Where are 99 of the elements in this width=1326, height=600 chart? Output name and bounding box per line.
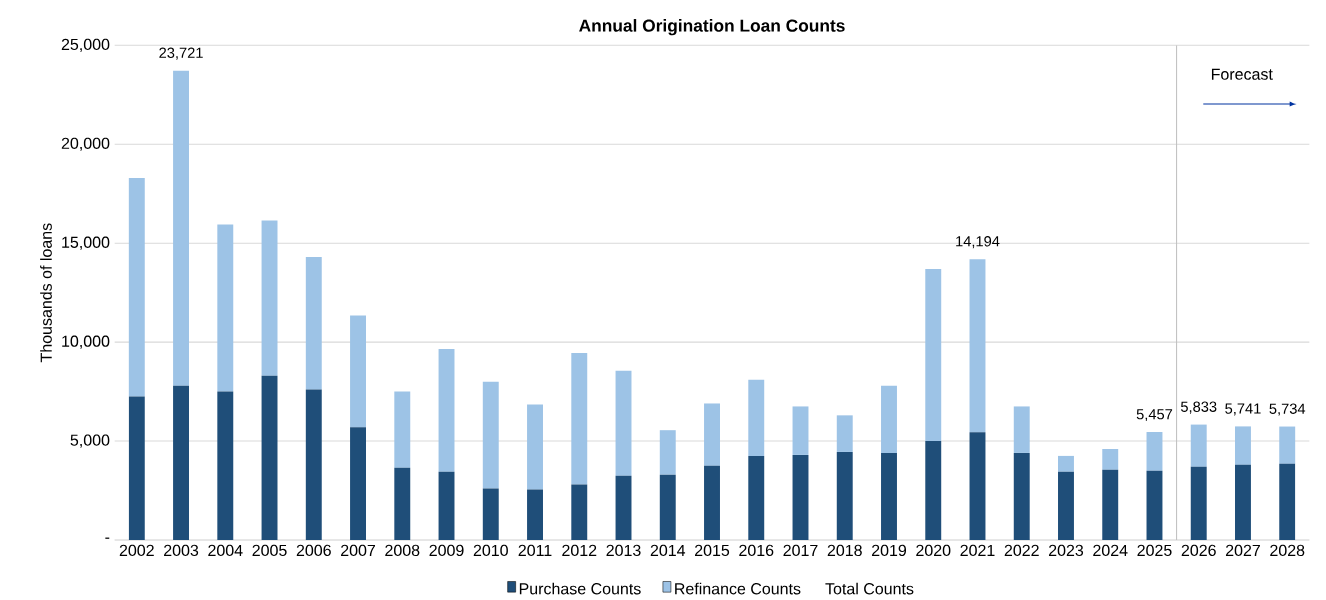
bar: [173, 70, 190, 386]
bar: [925, 441, 942, 540]
x-tick-label: 2025: [1137, 544, 1172, 557]
bar: [305, 257, 322, 390]
bar: [394, 391, 411, 468]
bar: [482, 488, 499, 540]
x-tick-label: 2008: [385, 544, 420, 557]
bar: [925, 268, 942, 442]
bar: [1146, 470, 1163, 540]
x-tick-label: 2002: [119, 544, 154, 557]
bar: [173, 385, 190, 540]
bar: [438, 349, 455, 472]
x-tick-label: 2011: [518, 544, 552, 557]
bar: [1013, 452, 1030, 540]
bar: [792, 454, 809, 540]
bar: [659, 474, 676, 540]
bar: [748, 455, 765, 540]
bar: [571, 484, 588, 540]
x-tick-label: 2026: [1181, 544, 1216, 557]
bar: [350, 315, 366, 428]
bar: [482, 381, 499, 489]
x-tick-label: 2024: [1093, 544, 1128, 557]
bar: [527, 489, 543, 540]
bar: [1013, 406, 1030, 453]
x-tick-label: 2027: [1225, 544, 1260, 557]
bar: [217, 224, 234, 392]
bar: [527, 404, 543, 490]
y-tick-label: -: [105, 537, 110, 539]
bar: [1190, 466, 1207, 540]
bar: [704, 403, 720, 466]
bar: [748, 379, 765, 456]
bar: [836, 415, 853, 452]
x-tick-label: 2012: [562, 544, 597, 557]
x-tick-label: 2006: [296, 544, 331, 557]
x-tick-label: 2014: [650, 544, 686, 557]
bar: [1235, 426, 1251, 465]
chart-title: Annual Origination Loan Counts: [579, 19, 845, 36]
bar: [128, 396, 145, 540]
x-tick-label: 2005: [252, 544, 287, 557]
bar: [836, 451, 853, 540]
bar: [350, 427, 366, 540]
legend-label: Purchase Counts: [519, 582, 641, 595]
bar: [305, 389, 322, 540]
bar: [1279, 426, 1296, 464]
total-label: 14,194: [956, 236, 1000, 249]
bar: [438, 471, 455, 540]
y-tick-label: 15,000: [62, 236, 110, 250]
bar: [571, 353, 588, 485]
x-tick-label: 2018: [827, 544, 862, 557]
x-tick-label: 2028: [1270, 544, 1305, 557]
x-tick-label: 2023: [1048, 544, 1084, 557]
x-tick-label: 2021: [960, 544, 995, 557]
total-label: 5,833: [1180, 401, 1217, 414]
x-tick-label: 2009: [429, 544, 464, 557]
x-tick-label: 2004: [208, 544, 243, 557]
x-tick-label: 2022: [1004, 544, 1039, 557]
bar: [881, 385, 897, 453]
x-tick-label: 2013: [606, 544, 641, 557]
bar: [1058, 455, 1074, 472]
ref-line-label: Forecast: [1211, 68, 1273, 80]
bar: [128, 177, 145, 397]
x-tick-label: 2010: [473, 544, 508, 557]
bar: [969, 432, 986, 540]
legend-label: Refinance Counts: [675, 582, 801, 595]
bar: [261, 375, 278, 540]
bar: [1102, 448, 1119, 470]
bar: [659, 430, 676, 475]
bar: [1279, 463, 1296, 540]
y-tick-label: 20,000: [61, 137, 110, 151]
bar: [261, 220, 278, 376]
bar: [1235, 464, 1251, 540]
x-tick-label: 2020: [916, 544, 951, 557]
bar: [1146, 432, 1163, 471]
x-tick-label: 2017: [783, 544, 818, 557]
total-label: 5,734: [1269, 403, 1306, 416]
bar: [1190, 424, 1207, 467]
x-tick-label: 2003: [164, 544, 199, 557]
x-tick-label: 2019: [872, 544, 907, 557]
x-tick-label: 2016: [739, 544, 774, 557]
bar: [704, 465, 720, 540]
total-label: 5,741: [1225, 403, 1261, 416]
y-tick-label: 25,000: [61, 38, 110, 52]
y-axis-title: Thousands of loans: [40, 223, 52, 363]
bar: [615, 475, 632, 540]
bar: [615, 370, 632, 476]
text: Total Counts: [825, 582, 914, 595]
x-tick-label: 2015: [695, 544, 730, 557]
bar: [1102, 469, 1119, 540]
y-tick-label: 10,000: [62, 335, 110, 349]
bar: [881, 452, 897, 540]
total-label: 5,457: [1136, 409, 1173, 422]
bar: [394, 467, 411, 540]
y-tick-label: 5,000: [70, 434, 110, 448]
total-label: 23,721: [159, 47, 203, 60]
bar: [792, 406, 809, 455]
bar: [217, 391, 234, 540]
bar: [1058, 471, 1074, 540]
bar: [969, 259, 986, 433]
x-tick-label: 2007: [341, 544, 376, 557]
